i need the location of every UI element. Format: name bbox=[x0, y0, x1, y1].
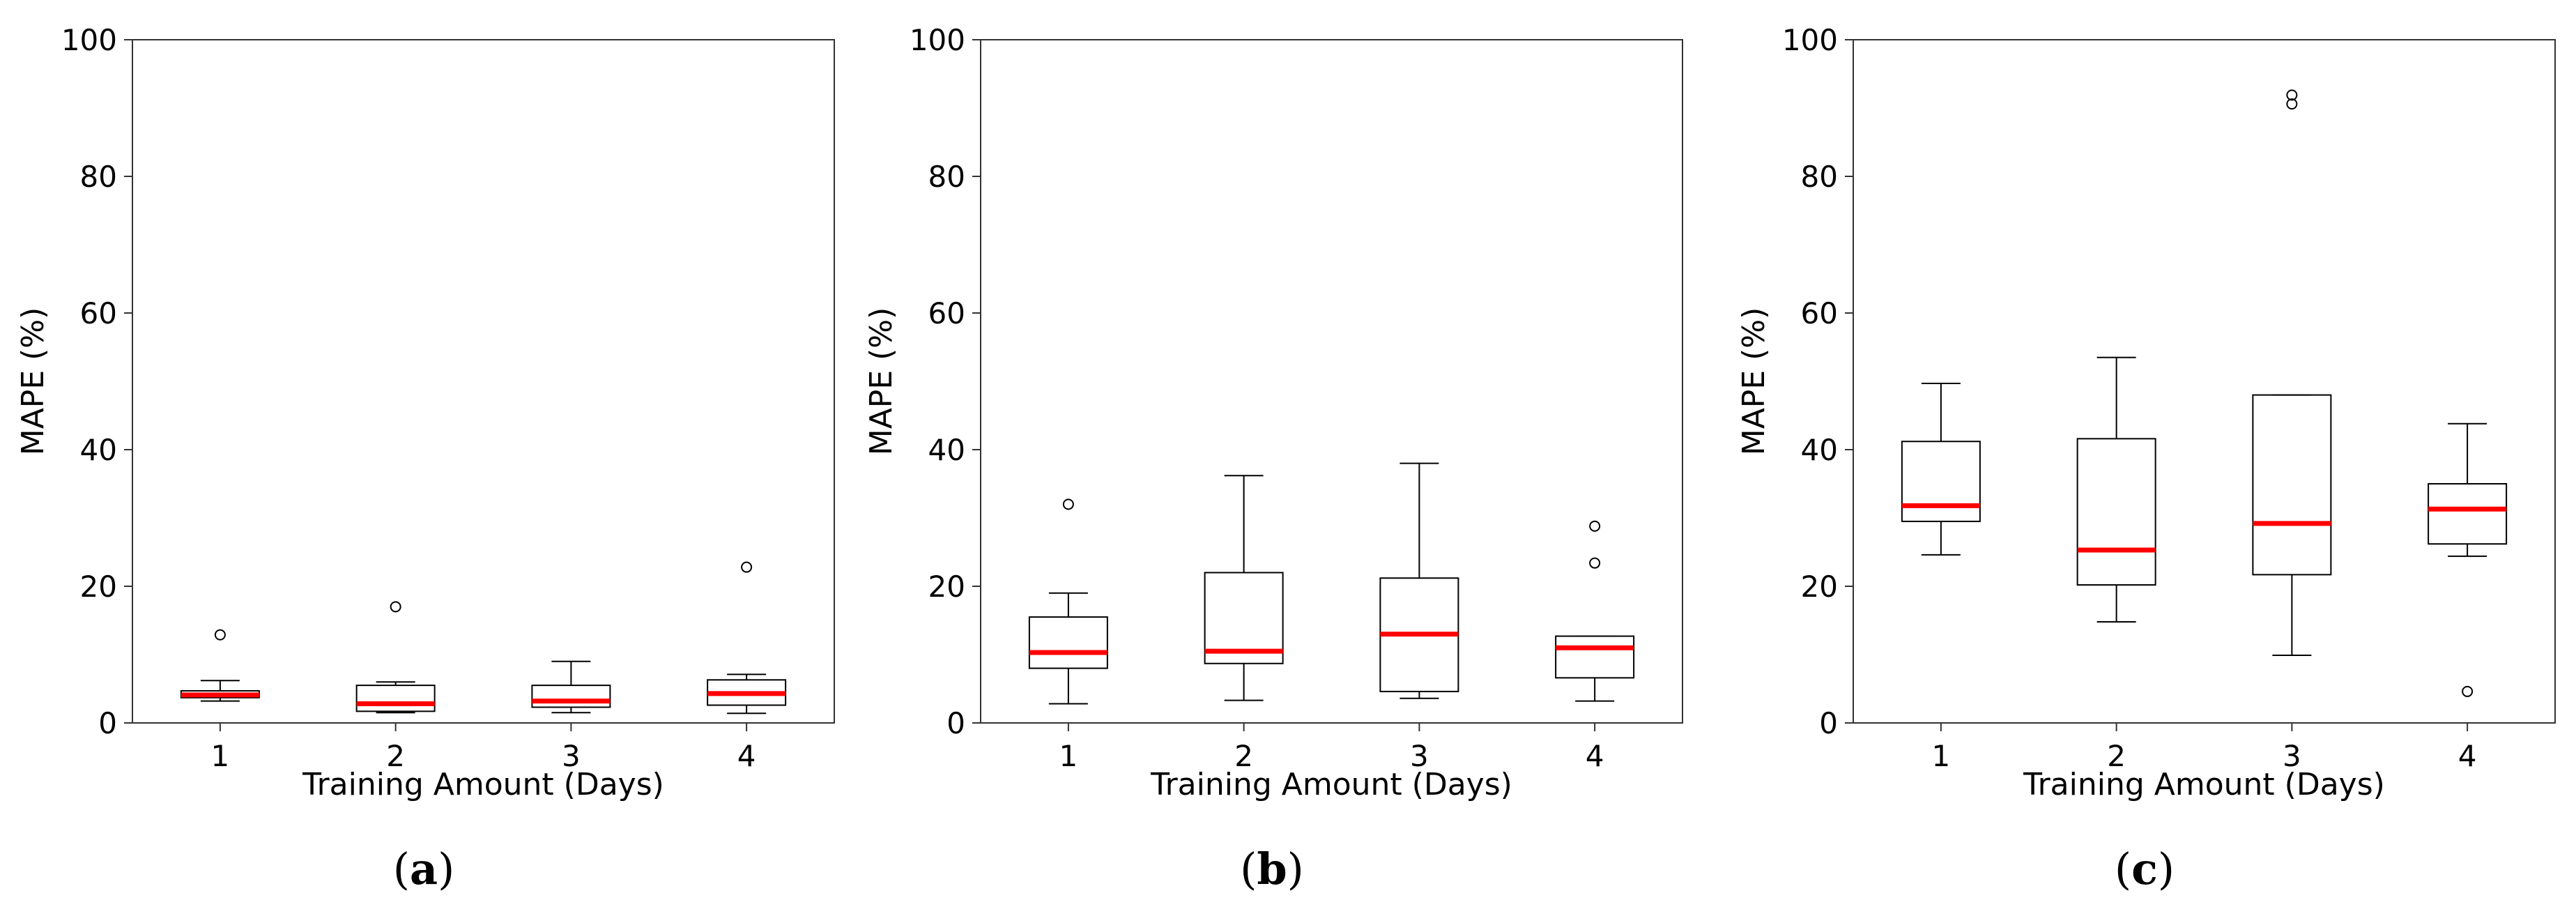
iqr-box bbox=[1555, 635, 1635, 679]
panel-label-open: ( bbox=[393, 844, 410, 894]
y-tick-label: 20 bbox=[928, 570, 965, 604]
x-axis-label: Training Amount (Days) bbox=[1150, 767, 1512, 802]
iqr-box bbox=[2076, 438, 2156, 586]
x-tick-label: 1 bbox=[211, 739, 230, 773]
box-1 bbox=[1028, 498, 1108, 705]
chart-panel-a: 0 20 40 60 80 100 1 2 3 4 Training Amount (Days) MA… bbox=[15, 23, 835, 894]
iqr-box bbox=[531, 685, 611, 708]
panel-label-close: ) bbox=[1287, 844, 1304, 894]
outlier-point bbox=[1589, 557, 1601, 569]
plot-area-frame bbox=[980, 39, 1683, 724]
x-tick-label: 1 bbox=[1059, 739, 1078, 773]
iqr-box bbox=[355, 685, 436, 712]
outlier-point bbox=[741, 561, 753, 573]
panel-label: (a) bbox=[393, 844, 455, 894]
y-tick-label: 20 bbox=[1801, 570, 1838, 604]
y-tick-label: 80 bbox=[928, 160, 965, 194]
box-4 bbox=[1555, 520, 1635, 702]
box-1 bbox=[180, 629, 260, 702]
panel-label-open: ( bbox=[2115, 844, 2131, 894]
chart-panel-b: 0 20 40 60 80 100 1 2 3 4 Training Amount (Days) MA… bbox=[864, 23, 1683, 894]
box-1 bbox=[1901, 382, 1981, 556]
plot-area-frame bbox=[1853, 39, 2556, 724]
x-axis-label: Training Amount (Days) bbox=[2023, 767, 2385, 802]
y-axis-label: MAPE (%) bbox=[15, 307, 51, 456]
x-tick-label: 1 bbox=[1932, 739, 1951, 773]
panel-label: (c) bbox=[2115, 844, 2175, 894]
outlier-point bbox=[2286, 89, 2298, 101]
iqr-box bbox=[1028, 616, 1108, 669]
iqr-box bbox=[2252, 394, 2332, 576]
x-tick-label: 4 bbox=[2458, 739, 2477, 773]
x-tick-label: 3 bbox=[1410, 739, 1429, 773]
outlier-point bbox=[390, 601, 401, 613]
panel-label-close: ) bbox=[2158, 844, 2175, 894]
x-tick-label: 2 bbox=[2107, 739, 2126, 773]
y-tick-label: 40 bbox=[928, 433, 965, 467]
x-tick-label: 4 bbox=[1586, 739, 1604, 773]
y-tick-label: 0 bbox=[1819, 706, 1838, 740]
box-3 bbox=[531, 660, 611, 714]
x-tick-label: 3 bbox=[562, 739, 581, 773]
iqr-box bbox=[2428, 483, 2508, 545]
box-3 bbox=[2252, 89, 2332, 656]
y-tick-label: 100 bbox=[61, 23, 117, 57]
chart-panel-c: 0 20 40 60 80 100 1 2 3 4 Training Amount (Days) MA… bbox=[1736, 23, 2556, 894]
outlier-point bbox=[214, 629, 226, 641]
outlier-point bbox=[2462, 685, 2474, 697]
x-tick-label: 2 bbox=[1234, 739, 1253, 773]
y-tick-label: 80 bbox=[80, 160, 117, 194]
outlier-point bbox=[2286, 98, 2298, 110]
x-axis-label: Training Amount (Days) bbox=[302, 767, 664, 802]
panel-label-letter: c bbox=[2131, 844, 2158, 894]
y-tick-label: 80 bbox=[1801, 160, 1838, 194]
y-tick-label: 60 bbox=[80, 296, 117, 330]
y-tick-label: 100 bbox=[1782, 23, 1838, 57]
panel-label-open: ( bbox=[1240, 844, 1257, 894]
y-tick-label: 60 bbox=[1801, 296, 1838, 330]
box-2 bbox=[2076, 356, 2156, 623]
y-tick-label: 0 bbox=[946, 706, 965, 740]
panel-label-letter: b bbox=[1257, 844, 1287, 894]
iqr-box bbox=[1204, 572, 1284, 664]
y-tick-label: 40 bbox=[1801, 433, 1838, 467]
panel-label-close: ) bbox=[438, 844, 454, 894]
y-tick-label: 20 bbox=[80, 570, 117, 604]
y-tick-label: 40 bbox=[80, 433, 117, 467]
box-3 bbox=[1379, 462, 1459, 699]
panel-label-letter: a bbox=[410, 844, 438, 894]
y-tick-label: 100 bbox=[910, 23, 965, 57]
x-tick-label: 2 bbox=[386, 739, 405, 773]
box-2 bbox=[355, 601, 436, 714]
outlier-point bbox=[1062, 498, 1074, 510]
box-2 bbox=[1204, 475, 1284, 701]
y-tick-label: 0 bbox=[98, 706, 117, 740]
y-axis-label: MAPE (%) bbox=[1736, 307, 1772, 456]
panel-label: (b) bbox=[1240, 844, 1304, 894]
box-4 bbox=[2428, 422, 2508, 697]
outlier-point bbox=[1589, 520, 1601, 532]
y-tick-label: 60 bbox=[928, 296, 965, 330]
x-tick-label: 4 bbox=[737, 739, 756, 773]
box-4 bbox=[707, 561, 787, 715]
y-axis-label: MAPE (%) bbox=[864, 307, 899, 456]
iqr-box bbox=[1901, 441, 1981, 522]
plot-area-frame bbox=[132, 39, 835, 724]
x-tick-label: 3 bbox=[2283, 739, 2301, 773]
